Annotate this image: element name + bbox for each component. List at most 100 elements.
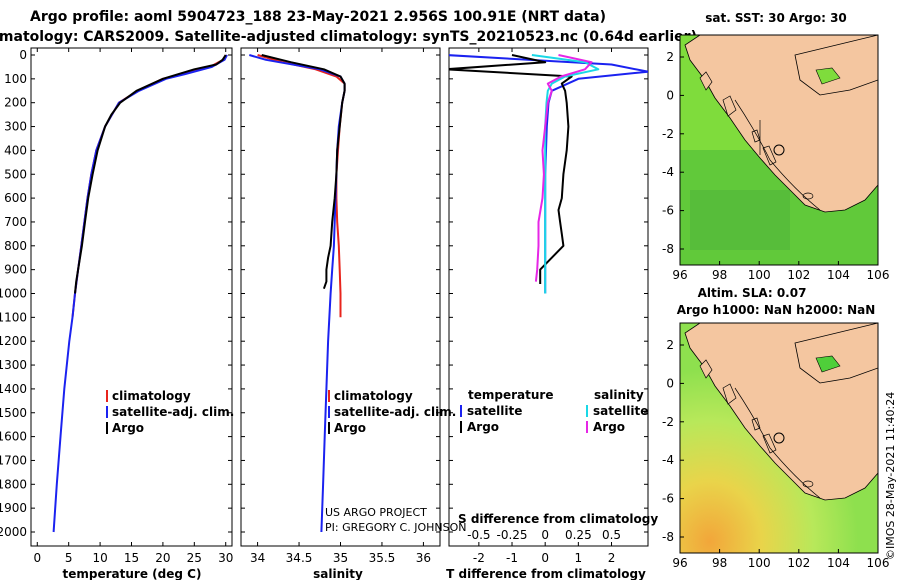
sla-map-axes: 96 98 100 102 104 106 2 0 -2 -4 -6 -8 xyxy=(662,338,889,570)
temperature-panel-frame xyxy=(30,47,233,547)
map-x-tick-label: 102 xyxy=(787,268,810,282)
map-y-tick-label: -8 xyxy=(662,242,674,256)
sst-map-frame xyxy=(679,34,879,266)
sla-label: Altim. SLA: 0.07 xyxy=(698,286,807,300)
depth-tick-label: 1200 xyxy=(0,334,27,348)
depth-tick-label: 1400 xyxy=(0,382,27,396)
difference-xlabel: T difference from climatology xyxy=(446,567,646,580)
x-tick-label: 15 xyxy=(124,551,139,565)
top-tick-label: 0 xyxy=(541,528,549,542)
map-x-tick-label: 100 xyxy=(748,556,771,570)
map-x-tick-label: 104 xyxy=(827,556,850,570)
top-tick-label: -0.5 xyxy=(467,528,490,542)
temperature-x-axis: 0 5 10 15 20 25 30 xyxy=(33,48,233,565)
project-annotation: US ARGO PROJECT xyxy=(325,506,427,519)
sst-map-strait xyxy=(815,67,841,85)
series-line-argo xyxy=(74,54,227,294)
legend-title-salinity: salinity xyxy=(594,388,644,402)
sla-map-simeulue-island xyxy=(699,359,713,379)
sla-map-contour xyxy=(734,387,821,499)
x-tick-label: 35.5 xyxy=(369,551,396,565)
sst-map-nias-island xyxy=(722,95,737,117)
map-x-tick-label: 106 xyxy=(867,556,890,570)
map-y-tick-label: -8 xyxy=(662,530,674,544)
sla-map-malaysia-land xyxy=(794,323,878,384)
difference-top-xlabel: S difference from climatology xyxy=(458,512,658,526)
series-line-salinity-argo xyxy=(534,54,593,282)
series-line-argo xyxy=(261,54,346,290)
map-y-tick-label: -4 xyxy=(662,453,674,467)
temperature-xlabel: temperature (deg C) xyxy=(63,567,202,580)
figure-title-line1: Argo profile: aoml 5904723_188 23-May-20… xyxy=(30,9,606,25)
salinity-plot-area xyxy=(249,54,346,533)
map-x-tick-label: 102 xyxy=(787,556,810,570)
x-tick-label: 5 xyxy=(65,551,73,565)
depth-tick-label: 2000 xyxy=(0,525,27,539)
sst-map-contour-ring xyxy=(802,192,814,200)
x-tick-label: 1 xyxy=(575,551,583,565)
x-tick-label: 0 xyxy=(33,551,41,565)
x-tick-label: -2 xyxy=(473,551,485,565)
depth-tick-label: 400 xyxy=(4,143,27,157)
sla-map-frame xyxy=(679,322,879,554)
temperature-legend: climatology satellite-adj. clim. Argo xyxy=(106,389,234,435)
imos-credit: ©IMOS 28-May-2021 11:40:24 xyxy=(884,392,897,560)
top-tick-label: -0.25 xyxy=(496,528,527,542)
x-tick-label: 20 xyxy=(155,551,170,565)
depth-tick-label: 1700 xyxy=(0,453,27,467)
depth-tick-label: 100 xyxy=(4,72,27,86)
salinity-legend: climatology satellite-adj. clim. Argo xyxy=(328,389,456,435)
x-tick-label: 36 xyxy=(416,551,431,565)
x-tick-label: 30 xyxy=(218,551,233,565)
legend-label-argo: Argo xyxy=(334,421,366,435)
sla-map-mentawai-island xyxy=(762,433,777,454)
x-tick-label: 10 xyxy=(92,551,107,565)
sla-map-strait xyxy=(815,355,841,373)
sst-map-malaysia-land xyxy=(794,35,878,96)
depth-tick-label: 0 xyxy=(19,48,27,62)
depth-tick-label: 500 xyxy=(4,167,27,181)
depth-tick-label: 800 xyxy=(4,239,27,253)
map-x-tick-label: 96 xyxy=(672,556,687,570)
sla-map-nias-island xyxy=(722,383,737,405)
map-x-tick-label: 96 xyxy=(672,268,687,282)
map-y-tick-label: -2 xyxy=(662,415,674,429)
series-line-satellite-adj-clim- xyxy=(249,54,346,533)
legend-label-satellite: satellite-adj. clim. xyxy=(112,405,234,419)
x-tick-label: -1 xyxy=(506,551,518,565)
x-tick-label: 25 xyxy=(187,551,202,565)
depth-tick-label: 1600 xyxy=(0,430,27,444)
sla-map-contour-ring xyxy=(802,480,814,488)
map-y-tick-label: 2 xyxy=(666,338,674,352)
sst-map-mentawai-island xyxy=(762,145,777,166)
sst-map-axes: 96 98 100 102 104 106 2 0 -2 -4 -6 -8 xyxy=(662,50,889,282)
map-y-tick-label: 0 xyxy=(666,376,674,390)
sla-map: Argo h1000: NaN h2000: NaN 96 98 100 102 104… xyxy=(662,303,889,570)
map-y-tick-label: -2 xyxy=(662,127,674,141)
depth-tick-label: 600 xyxy=(4,191,27,205)
legend-label-climatology: climatology xyxy=(112,389,191,403)
map-x-tick-label: 100 xyxy=(748,268,771,282)
depth-tick-label: 900 xyxy=(4,263,27,277)
pi-annotation: PI: GREGORY C. JOHNSON xyxy=(325,521,466,534)
legend-label-argo: Argo xyxy=(112,421,144,435)
salinity-xlabel: salinity xyxy=(313,567,363,580)
depth-axis: 0 100 200 300 400 500 600 700 800 900 1000 1100 1200… xyxy=(0,48,648,539)
temperature-plot-area xyxy=(52,54,228,533)
map-y-tick-label: 2 xyxy=(666,50,674,64)
map-x-tick-label: 98 xyxy=(712,556,727,570)
sst-map-ocean-sw xyxy=(690,190,790,250)
x-tick-label: 35 xyxy=(333,551,348,565)
depth-tick-label: 300 xyxy=(4,120,27,134)
sla-map-siberut-island xyxy=(751,417,761,431)
sla-map-profile-location xyxy=(773,432,785,444)
depth-tick-label: 1500 xyxy=(0,406,27,420)
legend-label-sal-argo: Argo xyxy=(593,420,625,434)
legend-label-temp-satellite: satellite xyxy=(467,404,522,418)
depth-tick-label: 1800 xyxy=(0,477,27,491)
depth-tick-label: 200 xyxy=(4,96,27,110)
map-x-tick-label: 106 xyxy=(867,268,890,282)
sla-map-title: Argo h1000: NaN h2000: NaN xyxy=(677,303,876,317)
map-x-tick-label: 98 xyxy=(712,268,727,282)
series-line-satellite-adj-clim- xyxy=(52,54,228,533)
